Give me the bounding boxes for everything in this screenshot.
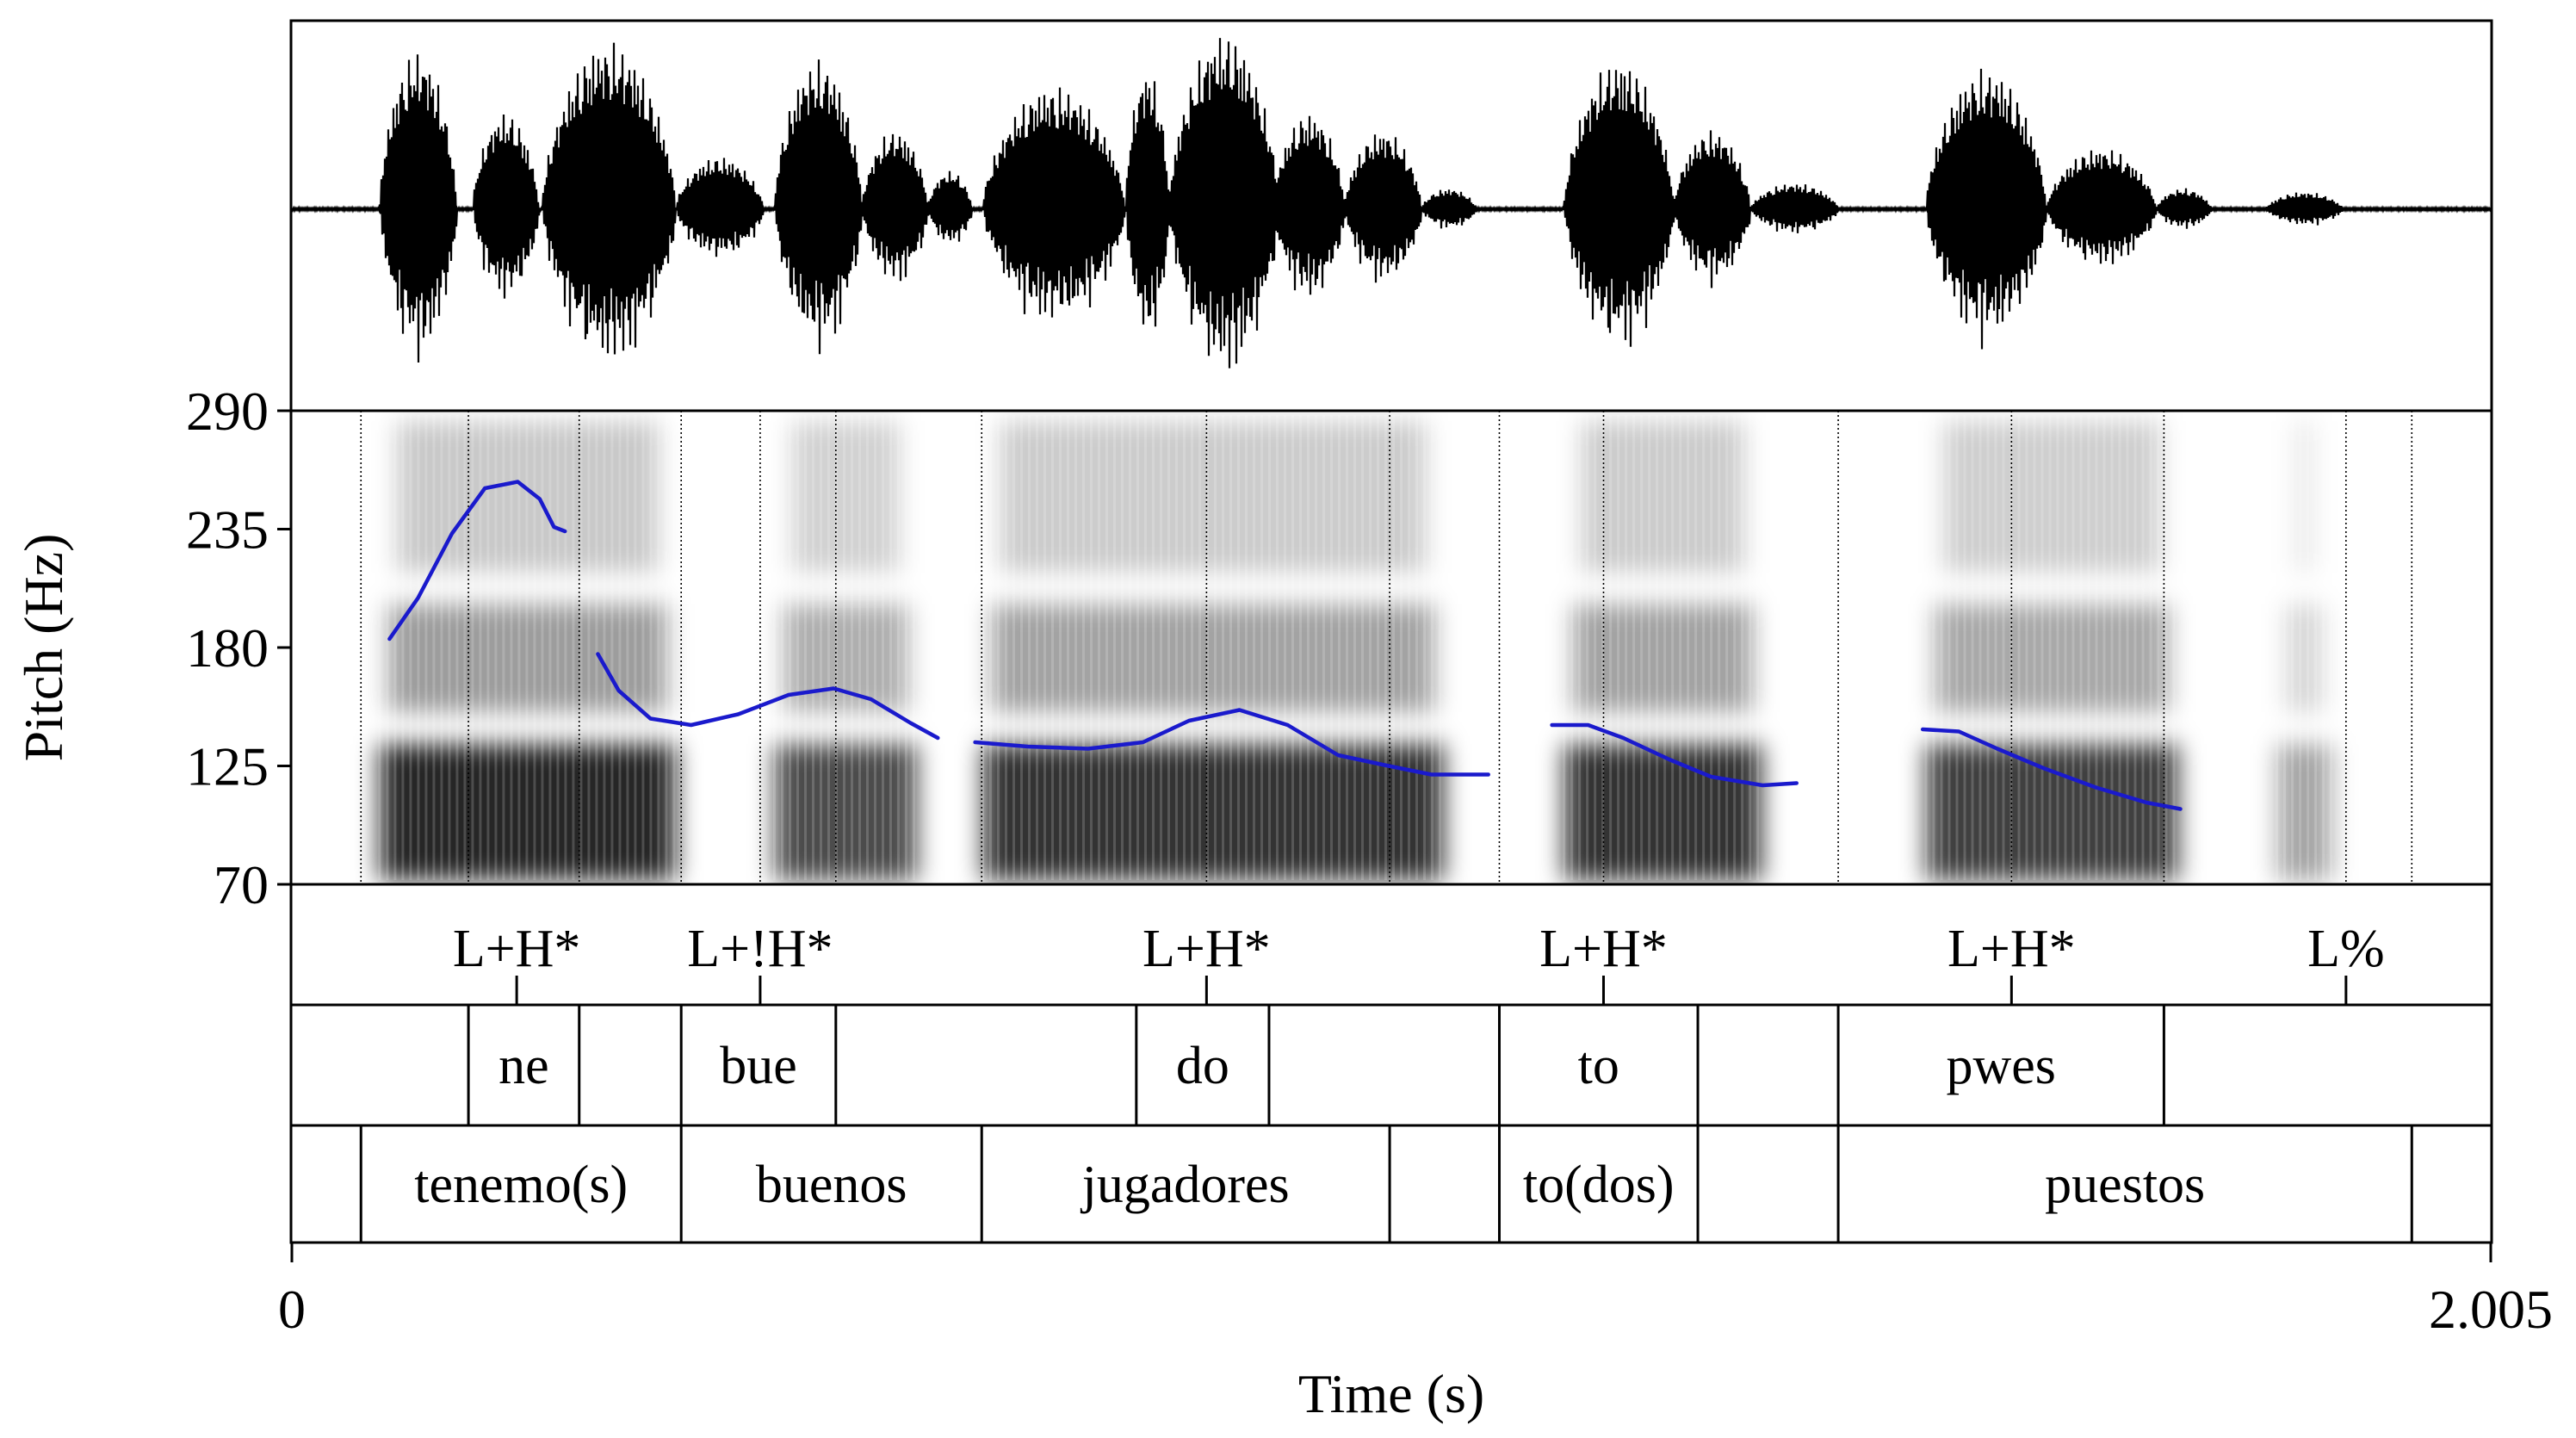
spectrogram-low-band <box>379 744 676 880</box>
tones-tier-frame <box>289 883 2493 1007</box>
pitch-contour <box>387 480 2183 811</box>
word-label: buenos <box>756 1156 907 1214</box>
spectrogram-low-band <box>2276 744 2332 880</box>
spectrogram-high-band <box>1000 421 1427 573</box>
tone-label: L+H* <box>453 920 581 978</box>
spectrogram-mid-band <box>2285 604 2324 712</box>
word-label: jugadores <box>1081 1156 1290 1214</box>
pitch-contour-segment <box>1920 727 2183 811</box>
tier-tones: L+H* L+!H* L+H* L+H* L+H* L% <box>289 883 2493 1007</box>
words-tier-items: tenemo(s) buenos jugadores to(dos) puestos <box>359 1125 2413 1243</box>
spectrogram-high-band <box>2294 421 2315 573</box>
syllables-tier-frame <box>289 1003 2493 1127</box>
spectrogram-low-band <box>982 744 1444 880</box>
pitch-contour-segment <box>596 652 940 741</box>
waveform-trace <box>291 38 2492 369</box>
x-axis-label: Time (s) <box>1298 1363 1484 1424</box>
spectrogram-mid-band <box>1934 604 2170 712</box>
syllable-label: to <box>1578 1037 1619 1095</box>
tone-label: L+!H* <box>687 920 833 978</box>
syllables-tier-items: ne bue do to pwes <box>467 1005 2165 1125</box>
spectrogram-low-band <box>1925 744 2178 880</box>
x-tick-label-end: 2.005 <box>2429 1279 2553 1340</box>
x-tick-label-start: 0 <box>278 1279 306 1340</box>
x-axis: 0 2.005 Time (s) <box>278 1243 2553 1424</box>
y-tick-label: 235 <box>186 499 269 561</box>
spectrogram-low-band <box>774 744 918 880</box>
spectrogram-mid-band <box>991 604 1435 712</box>
word-label: puestos <box>2045 1156 2205 1214</box>
spectrogram-low-band <box>1564 744 1762 880</box>
tier-syllables: ne bue do to pwes <box>289 1003 2493 1127</box>
spectrogram <box>378 415 2333 880</box>
tones-tier-items: L+H* L+!H* L+H* L+H* L+H* L% <box>453 920 2385 1005</box>
spectrogram-panel <box>289 409 2493 886</box>
spectrogram-energy <box>379 421 2332 880</box>
y-tick-label: 125 <box>186 736 269 797</box>
tone-label: L+H* <box>1539 920 1668 978</box>
tone-label: L+H* <box>1142 920 1271 978</box>
syllable-label: pwes <box>1947 1037 2056 1095</box>
word-label: tenemo(s) <box>414 1156 628 1214</box>
spectrogram-striations <box>378 415 2333 880</box>
spectrogram-high-band <box>791 421 901 573</box>
spectrogram-mid-band <box>1572 604 1753 712</box>
pitch-contour-segment <box>1550 722 1799 788</box>
syllable-label: bue <box>720 1037 797 1095</box>
pitch-contour-segment <box>973 708 1490 777</box>
words-tier-frame <box>289 1124 2493 1244</box>
y-tick-label: 290 <box>186 381 269 442</box>
spectrogram-high-band <box>1942 421 2161 573</box>
waveform <box>291 38 2492 369</box>
y-axis-label: Pitch (Hz) <box>13 534 74 762</box>
y-axis: 290 235 180 125 70 <box>186 381 291 915</box>
waveform-panel <box>289 19 2493 412</box>
tone-label: L+H* <box>1947 920 2076 978</box>
spectrogram-high-band <box>1581 421 1744 573</box>
y-tick-label: 70 <box>214 854 269 915</box>
pitch-contour-segment <box>387 480 567 642</box>
syllable-label: ne <box>498 1037 549 1095</box>
tier-words: tenemo(s) buenos jugadores to(dos) puestos <box>289 1124 2493 1244</box>
spectrogram-high-band <box>396 421 659 573</box>
syllable-label: do <box>1176 1037 1229 1095</box>
spectrogram-boundary-lines <box>360 411 2413 884</box>
y-tick-label: 180 <box>186 617 269 679</box>
word-label: to(dos) <box>1523 1156 1675 1214</box>
tone-label: L% <box>2307 920 2385 978</box>
